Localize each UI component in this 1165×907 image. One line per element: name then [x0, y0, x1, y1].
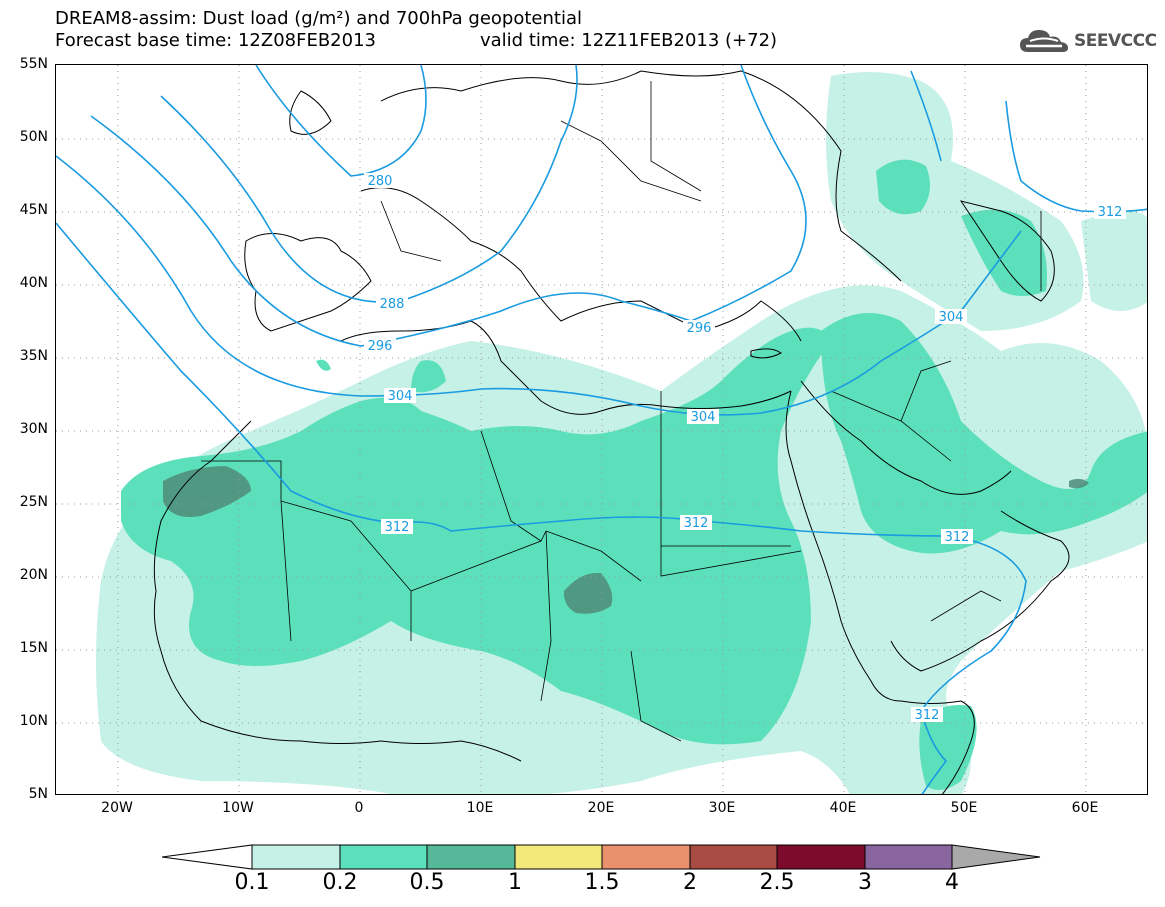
dust-level-0.2: [121, 159, 1147, 790]
colorbar-segment: [776, 844, 866, 870]
lat-label: 25N: [19, 494, 48, 510]
colorbar-label: 3: [858, 870, 872, 895]
colorbar-label: 4: [945, 870, 959, 895]
forecast-base-time: Forecast base time: 12Z08FEB2013: [55, 30, 376, 51]
contour-label: 288: [380, 297, 405, 312]
logo-text: SEEVCCC: [1074, 31, 1157, 51]
lat-label: 30N: [19, 421, 48, 437]
contour-label: 312: [1098, 205, 1123, 220]
lat-label: 10N: [19, 713, 48, 729]
contour-label: 304: [388, 389, 413, 404]
political-borders: [201, 81, 1042, 742]
lat-label: 35N: [19, 348, 48, 364]
contour-labels: 280 288 296 304 304 304 312 312 312 312 …: [364, 173, 1126, 723]
seevccc-logo: SEEVCCC: [1018, 26, 1157, 56]
colorbar-label: 0.2: [322, 870, 358, 895]
lat-label: 40N: [19, 275, 48, 291]
lon-label: 30E: [708, 800, 736, 816]
dust-load-map: 280 288 296 304 304 304 312 312 312 312 …: [56, 65, 1147, 794]
contour-label: 296: [687, 321, 712, 336]
colorbar-label: 1: [508, 870, 522, 895]
lon-label: 60E: [1071, 800, 1099, 816]
lon-label: 10W: [222, 800, 254, 816]
lon-label: 20W: [101, 800, 133, 816]
dust-level-0.5: [163, 466, 1089, 614]
colorbar-over-triangle: [951, 844, 1041, 870]
colorbar-label: 2.5: [759, 870, 795, 895]
lat-label: 20N: [19, 567, 48, 583]
contour-label: 312: [945, 530, 970, 545]
colorbar-segment: [339, 844, 428, 870]
lat-label: 50N: [19, 129, 48, 145]
colorbar-label: 0.5: [409, 870, 445, 895]
valid-time: valid time: 12Z11FEB2013 (+72): [480, 30, 778, 51]
contour-label: 304: [691, 410, 716, 425]
contour-label: 312: [915, 708, 940, 723]
lat-label: 15N: [19, 640, 48, 656]
lon-label: 20E: [587, 800, 615, 816]
colorbar-segment: [426, 844, 516, 870]
lat-label: 5N: [28, 786, 48, 802]
colorbar-segment: [514, 844, 603, 870]
lon-label: 50E: [950, 800, 978, 816]
colorbar-segment: [689, 844, 778, 870]
lon-label: 0: [354, 800, 364, 816]
contour-label: 296: [368, 339, 393, 354]
map-title: DREAM8-assim: Dust load (g/m²) and 700hP…: [55, 8, 582, 29]
colorbar-label: 0.1: [234, 870, 270, 895]
colorbar-label: 1.5: [584, 870, 620, 895]
colorbar-segment: [864, 844, 953, 870]
map-area: 280 288 296 304 304 304 312 312 312 312 …: [55, 64, 1148, 795]
colorbar-segment: [251, 844, 341, 870]
colorbar-under-triangle: [162, 844, 253, 870]
contour-label: 280: [368, 174, 393, 189]
lon-label: 40E: [829, 800, 857, 816]
colorbar: [162, 844, 1041, 870]
contour-label: 304: [939, 310, 964, 325]
graticule: [56, 65, 1147, 794]
lat-label: 55N: [19, 56, 48, 72]
contour-label: 312: [385, 520, 410, 535]
colorbar-segment: [601, 844, 691, 870]
colorbar-label: 2: [683, 870, 697, 895]
lat-label: 45N: [19, 202, 48, 218]
lon-label: 10E: [466, 800, 494, 816]
contour-label: 312: [684, 516, 709, 531]
cloud-logo-icon: [1020, 30, 1068, 52]
